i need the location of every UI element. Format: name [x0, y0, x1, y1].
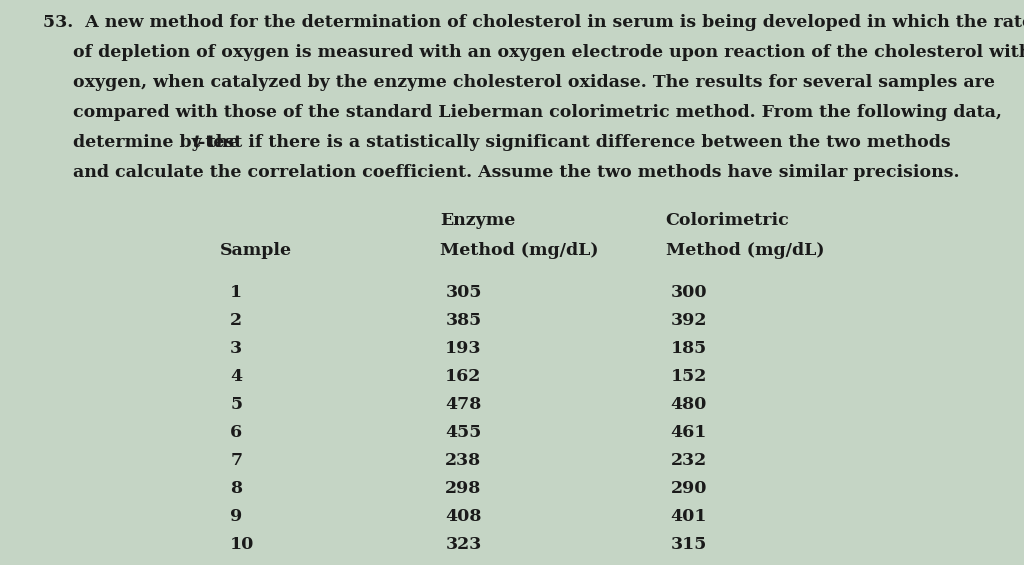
Text: 8: 8 — [230, 480, 242, 497]
Text: 185: 185 — [671, 340, 707, 357]
Text: 461: 461 — [671, 424, 707, 441]
Text: 53.  A new method for the determination of cholesterol in serum is being develop: 53. A new method for the determination o… — [43, 14, 1024, 31]
Text: 193: 193 — [445, 340, 482, 357]
Text: 238: 238 — [445, 452, 481, 469]
Text: 10: 10 — [230, 536, 255, 553]
Text: t: t — [193, 134, 201, 151]
Text: Method (mg/dL): Method (mg/dL) — [440, 242, 599, 259]
Text: Colorimetric: Colorimetric — [666, 212, 790, 229]
Text: 298: 298 — [445, 480, 481, 497]
Text: 392: 392 — [671, 312, 707, 329]
Text: 232: 232 — [671, 452, 707, 469]
Text: compared with those of the standard Lieberman colorimetric method. From the foll: compared with those of the standard Lieb… — [43, 104, 1002, 121]
Text: 3: 3 — [230, 340, 243, 357]
Text: 455: 455 — [445, 424, 481, 441]
Text: 6: 6 — [230, 424, 243, 441]
Text: 300: 300 — [671, 284, 708, 301]
Text: 305: 305 — [445, 284, 482, 301]
Text: Enzyme: Enzyme — [440, 212, 516, 229]
Text: 7: 7 — [230, 452, 243, 469]
Text: of depletion of oxygen is measured with an oxygen electrode upon reaction of the: of depletion of oxygen is measured with … — [43, 44, 1024, 61]
Text: 478: 478 — [445, 396, 481, 413]
Text: 162: 162 — [445, 368, 481, 385]
Text: 401: 401 — [671, 508, 708, 525]
Text: 385: 385 — [445, 312, 481, 329]
Text: 408: 408 — [445, 508, 481, 525]
Text: 2: 2 — [230, 312, 242, 329]
Text: 152: 152 — [671, 368, 707, 385]
Text: 315: 315 — [671, 536, 707, 553]
Text: determine by the: determine by the — [43, 134, 246, 151]
Text: oxygen, when catalyzed by the enzyme cholesterol oxidase. The results for severa: oxygen, when catalyzed by the enzyme cho… — [43, 74, 995, 91]
Text: 4: 4 — [230, 368, 243, 385]
Text: 9: 9 — [230, 508, 243, 525]
Text: 1: 1 — [230, 284, 243, 301]
Text: and calculate the correlation coefficient. Assume the two methods have similar p: and calculate the correlation coefficien… — [43, 164, 959, 181]
Text: 480: 480 — [671, 396, 707, 413]
Text: -test if there is a statistically significant difference between the two methods: -test if there is a statistically signif… — [199, 134, 951, 151]
Text: 290: 290 — [671, 480, 708, 497]
Text: 323: 323 — [445, 536, 481, 553]
Text: Method (mg/dL): Method (mg/dL) — [666, 242, 824, 259]
Text: 5: 5 — [230, 396, 243, 413]
Text: Sample: Sample — [220, 242, 292, 259]
